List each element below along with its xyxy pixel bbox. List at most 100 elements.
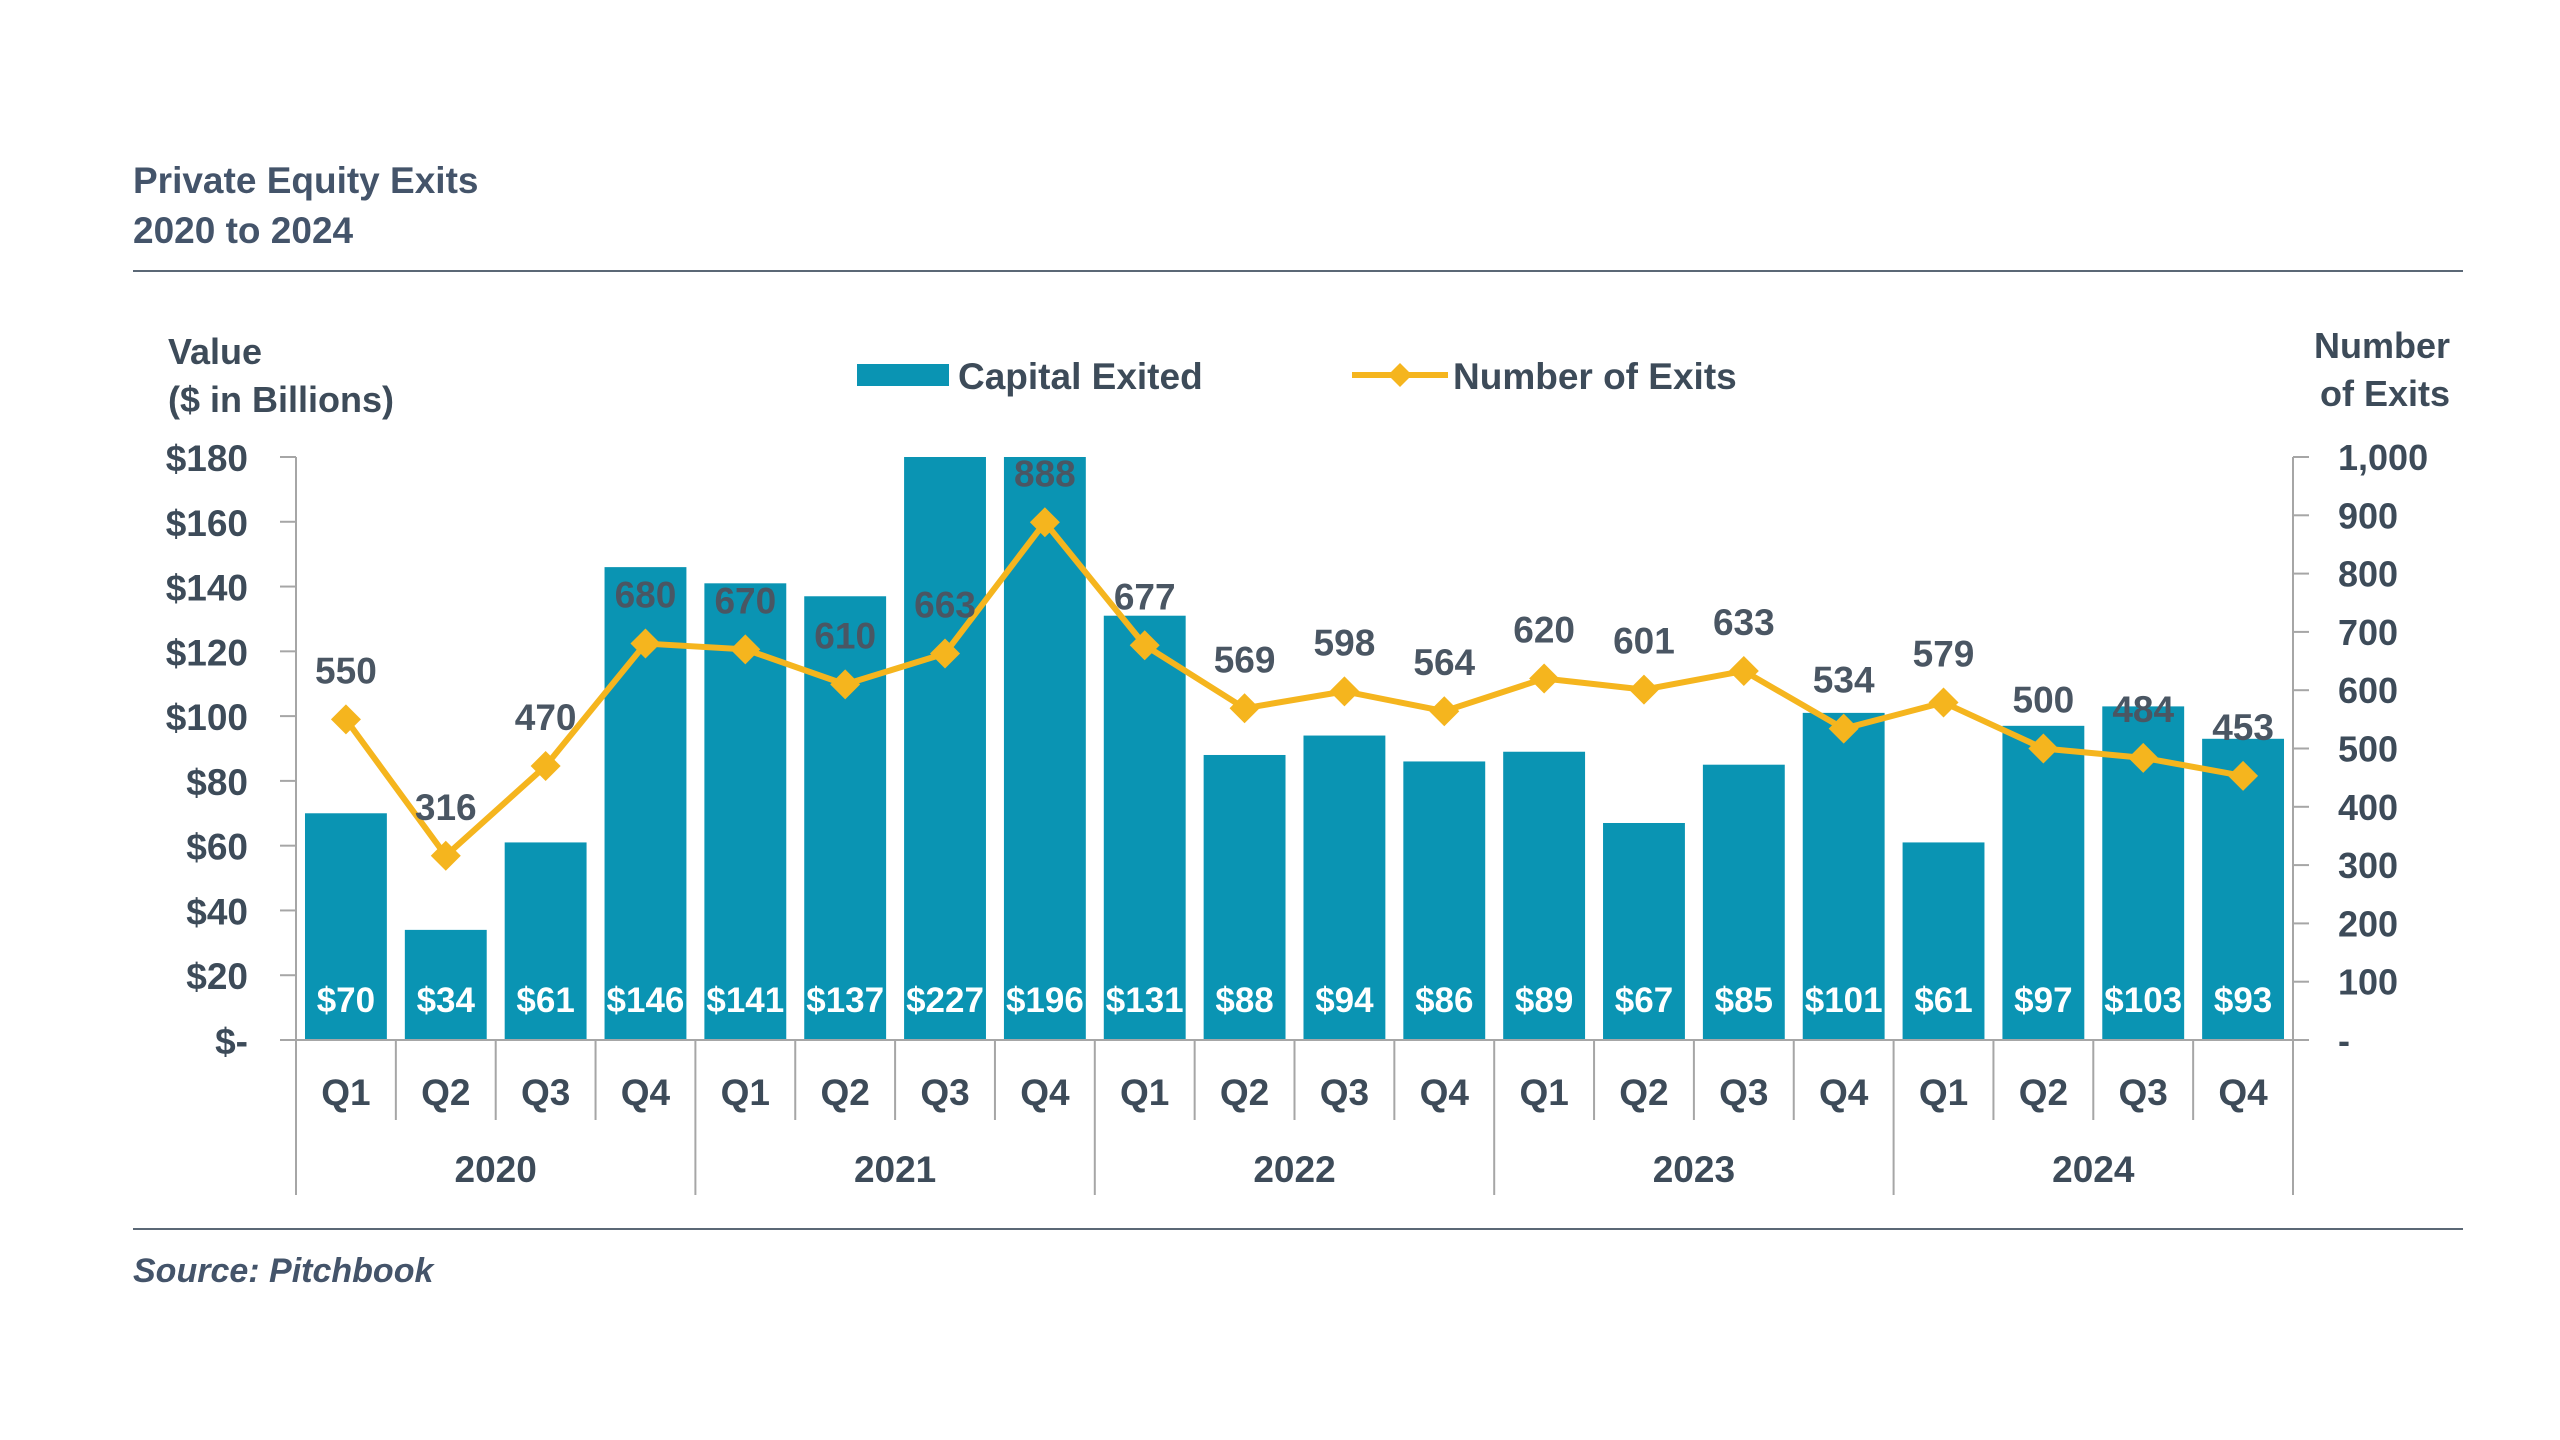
exits-marker xyxy=(1928,687,1959,718)
bar-value-label: $94 xyxy=(1315,981,1374,1020)
chart-title: Private Equity Exits 2020 to 2024 xyxy=(133,156,478,256)
exits-marker xyxy=(1828,713,1859,744)
x-year-label: 2022 xyxy=(1253,1149,1335,1190)
x-quarter-label: Q1 xyxy=(321,1072,370,1113)
exits-marker xyxy=(1129,630,1160,661)
x-year-label: 2021 xyxy=(854,1149,936,1190)
x-quarter-label: Q2 xyxy=(1220,1072,1269,1113)
top-divider xyxy=(133,270,2463,272)
x-quarter-label: Q4 xyxy=(2218,1072,2268,1113)
bar xyxy=(1802,712,1885,1040)
exits-value-label: 633 xyxy=(1713,602,1775,643)
exits-value-label: 680 xyxy=(615,575,677,616)
x-quarter-label: Q2 xyxy=(421,1072,470,1113)
y-right-tick-label: 700 xyxy=(2338,612,2398,653)
y-right-axis-title-0: Number xyxy=(2314,325,2450,366)
x-quarter-label: Q2 xyxy=(820,1072,869,1113)
x-quarter-label: Q4 xyxy=(1420,1072,1470,1113)
bar xyxy=(1003,457,1086,1040)
exits-value-label: 579 xyxy=(1913,633,1975,674)
exits-value-label: 500 xyxy=(2013,680,2075,721)
exits-value-label: 677 xyxy=(1114,576,1176,617)
x-quarter-label: Q4 xyxy=(621,1072,671,1113)
y-right-tick-label: - xyxy=(2338,1020,2350,1061)
exits-marker xyxy=(530,750,561,781)
y-left-tick-label: $160 xyxy=(166,503,248,544)
exits-value-label: 670 xyxy=(714,580,776,621)
exits-value-label: 470 xyxy=(515,697,577,738)
bar-value-label: $97 xyxy=(2014,981,2072,1020)
chart-title-line1: Private Equity Exits xyxy=(133,160,479,201)
x-quarter-label: Q2 xyxy=(2019,1072,2068,1113)
legend-line-marker xyxy=(1388,363,1412,387)
x-quarter-label: Q3 xyxy=(2119,1072,2168,1113)
bar-value-label: $101 xyxy=(1805,981,1883,1020)
y-left-tick-label: $140 xyxy=(166,568,248,609)
y-left-tick-label: $40 xyxy=(186,891,248,932)
y-left-tick-label: $180 xyxy=(166,438,248,479)
bar-value-label: $85 xyxy=(1715,981,1773,1020)
x-quarter-label: Q3 xyxy=(521,1072,570,1113)
exits-marker xyxy=(1329,676,1360,707)
exits-value-label: 550 xyxy=(315,650,377,691)
bar-value-label: $103 xyxy=(2104,981,2182,1020)
y-right-tick-label: 400 xyxy=(2338,787,2398,828)
x-year-label: 2024 xyxy=(2052,1149,2135,1190)
chart-title-line2: 2020 to 2024 xyxy=(133,210,354,251)
y-right-tick-label: 900 xyxy=(2338,495,2398,536)
bar xyxy=(504,842,587,1040)
y-left-tick-label: $60 xyxy=(186,827,248,868)
bar xyxy=(1702,764,1785,1040)
exits-marker xyxy=(630,628,661,659)
bar xyxy=(1503,751,1586,1040)
bar-value-label: $89 xyxy=(1515,981,1573,1020)
x-quarter-label: Q3 xyxy=(1719,1072,1768,1113)
exits-value-label: 601 xyxy=(1613,621,1675,662)
exits-value-label: 316 xyxy=(415,787,477,828)
y-right-tick-label: 600 xyxy=(2338,670,2398,711)
x-quarter-label: Q3 xyxy=(1320,1072,1369,1113)
exits-marker xyxy=(1029,507,1060,538)
y-left-tick-label: $- xyxy=(215,1021,248,1062)
exits-marker xyxy=(2228,760,2259,791)
exits-marker xyxy=(830,669,861,700)
bar-value-label: $131 xyxy=(1106,981,1184,1020)
bar xyxy=(404,929,487,1040)
bar xyxy=(1403,761,1486,1040)
bottom-divider xyxy=(133,1228,2463,1230)
exits-marker xyxy=(1728,655,1759,686)
exits-marker xyxy=(1429,696,1460,727)
x-quarter-label: Q1 xyxy=(1919,1072,1968,1113)
bar xyxy=(304,813,387,1040)
bar-value-label: $88 xyxy=(1215,981,1273,1020)
bar-value-label: $34 xyxy=(417,981,476,1020)
x-quarter-label: Q1 xyxy=(1120,1072,1169,1113)
bar xyxy=(1902,842,1985,1040)
exits-marker xyxy=(430,840,461,871)
exits-value-label: 534 xyxy=(1813,660,1875,701)
y-left-tick-label: $20 xyxy=(186,956,248,997)
y-left-axis-title-0: Value xyxy=(168,331,262,372)
source-note: Source: Pitchbook xyxy=(133,1252,434,1290)
bar xyxy=(804,596,887,1040)
legend-bar-swatch xyxy=(857,364,949,386)
x-year-label: 2023 xyxy=(1653,1149,1735,1190)
bar xyxy=(1303,735,1386,1040)
y-right-tick-label: 100 xyxy=(2338,962,2398,1003)
x-quarter-label: Q3 xyxy=(920,1072,969,1113)
bar-value-label: $70 xyxy=(317,981,375,1020)
x-quarter-label: Q4 xyxy=(1020,1072,1070,1113)
bar-value-label: $227 xyxy=(906,981,984,1020)
bar-value-label: $196 xyxy=(1006,981,1084,1020)
bar-value-label: $61 xyxy=(1914,981,1972,1020)
bar xyxy=(904,457,986,1040)
y-right-tick-label: 200 xyxy=(2338,903,2398,944)
exits-line xyxy=(343,519,2244,859)
exits-value-label: 663 xyxy=(914,584,976,625)
bar-value-label: $86 xyxy=(1415,981,1473,1020)
exits-marker xyxy=(930,638,961,669)
bar xyxy=(1203,754,1286,1040)
legend-bar-label: Capital Exited xyxy=(958,356,1203,397)
bar-value-label: $146 xyxy=(607,981,685,1020)
